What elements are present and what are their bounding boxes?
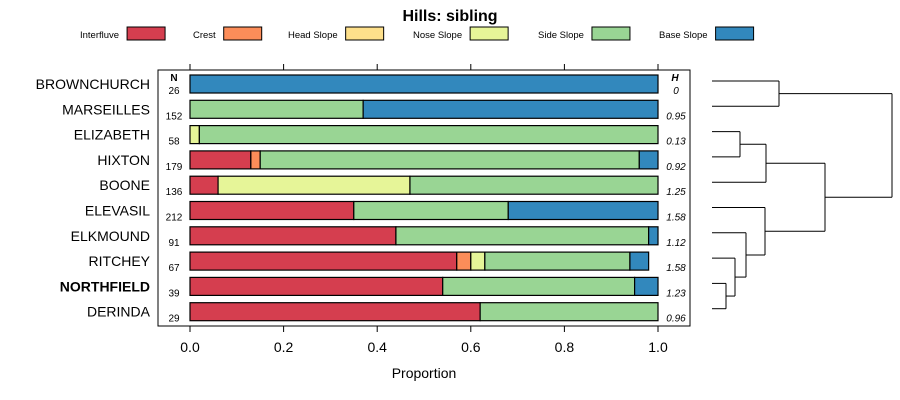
bar-segment [362,99,659,119]
bar-segment [259,150,640,170]
n-value: 39 [168,288,180,299]
h-header: H [671,73,679,84]
bar-segment [189,99,364,119]
n-header: N [170,73,177,84]
n-value: 179 [166,162,183,173]
bar-segment [353,200,509,221]
bar-segment [638,150,659,170]
category-labels: BROWNCHURCH MARSEILLES ELIZABETH HIXTON BOON… [36,76,151,320]
bar-segment [479,302,659,322]
legend-swatch [126,26,166,41]
plot-frame [157,69,691,327]
bar-segment [189,226,397,246]
x-tick-label: 0.2 [274,339,294,355]
bar-segment [484,251,631,271]
bar-segment [409,175,659,195]
x-axis: 0.0 0.2 0.4 0.6 0.8 1.0 [180,64,668,355]
h-value: 1.23 [666,288,686,299]
legend-swatch [715,26,755,41]
bar-segment [189,74,659,94]
h-value: 0 [673,86,679,97]
legend-label: Nose Slope [413,30,462,41]
legend-swatch [223,26,263,41]
bar-segment [629,251,650,271]
n-value: 136 [166,187,183,198]
h-value: 1.12 [666,238,686,249]
bar-segment [189,251,458,271]
n-value: 212 [166,213,183,224]
legend-label: Side Slope [538,30,584,41]
n-value: 67 [168,263,180,274]
legend-swatch [345,26,385,41]
h-value: 0.95 [666,111,686,122]
bar-segment [189,200,355,221]
h-value: 0.96 [666,314,686,325]
bar-segment [189,124,200,145]
x-tick-label: 0.4 [367,339,387,355]
bar-segment [470,251,486,271]
category-label: ELEVASIL [85,203,150,219]
bar-segment [189,302,481,322]
n-values: 26 152 58 179 136 212 91 67 39 29 [166,86,183,325]
legend-swatch [469,26,509,41]
legend-label: Base Slope [659,30,708,41]
bar-segment [217,175,411,195]
n-value: 91 [168,238,180,249]
n-value: 58 [168,137,180,148]
x-axis-label: Proportion [392,365,457,381]
n-value: 26 [168,86,180,97]
legend-label: Crest [193,30,216,41]
bar-segment [648,226,659,246]
bars [189,74,659,322]
x-tick-label: 0.8 [555,339,575,355]
n-value: 152 [166,111,183,122]
h-value: 1.58 [666,263,686,274]
bar-segment [189,150,252,170]
bar-segment [442,276,636,296]
bar-segment [198,124,659,145]
category-label: ELKMOUND [71,228,150,244]
legend-label: Interfluve [80,30,119,41]
h-value: 1.25 [666,187,686,198]
category-label: BOONE [99,177,150,193]
legend-label: Head Slope [288,30,338,41]
h-value: 1.58 [666,213,686,224]
bar-segment [507,200,659,221]
category-label: BROWNCHURCH [36,76,150,92]
x-tick-label: 1.0 [648,339,668,355]
legend: Interfluve Crest Head Slope Nose Slope Side … [80,26,755,41]
bar-segment [189,276,444,296]
x-tick-label: 0.6 [461,339,481,355]
category-label: HIXTON [97,152,150,168]
bar-segment [395,226,650,246]
legend-swatch [591,26,631,41]
category-label: RITCHEY [89,253,151,269]
bar-segment [189,175,219,195]
dendrogram [712,80,893,310]
category-label: NORTHFIELD [60,278,150,294]
h-values: 0 0.95 0.13 0.92 1.25 1.58 1.12 1.58 1.23 0.96 [666,86,686,325]
h-value: 0.13 [666,137,686,148]
category-label: MARSEILLES [62,101,150,117]
category-label: DERINDA [87,304,151,320]
n-value: 29 [168,314,180,325]
bar-segment [633,276,659,296]
category-label: ELIZABETH [74,127,150,143]
bar-segment [456,251,472,271]
h-value: 0.92 [666,162,686,173]
bar-segment [250,150,261,170]
chart-title: Hills: sibling [402,8,497,25]
x-tick-label: 0.0 [180,339,200,355]
